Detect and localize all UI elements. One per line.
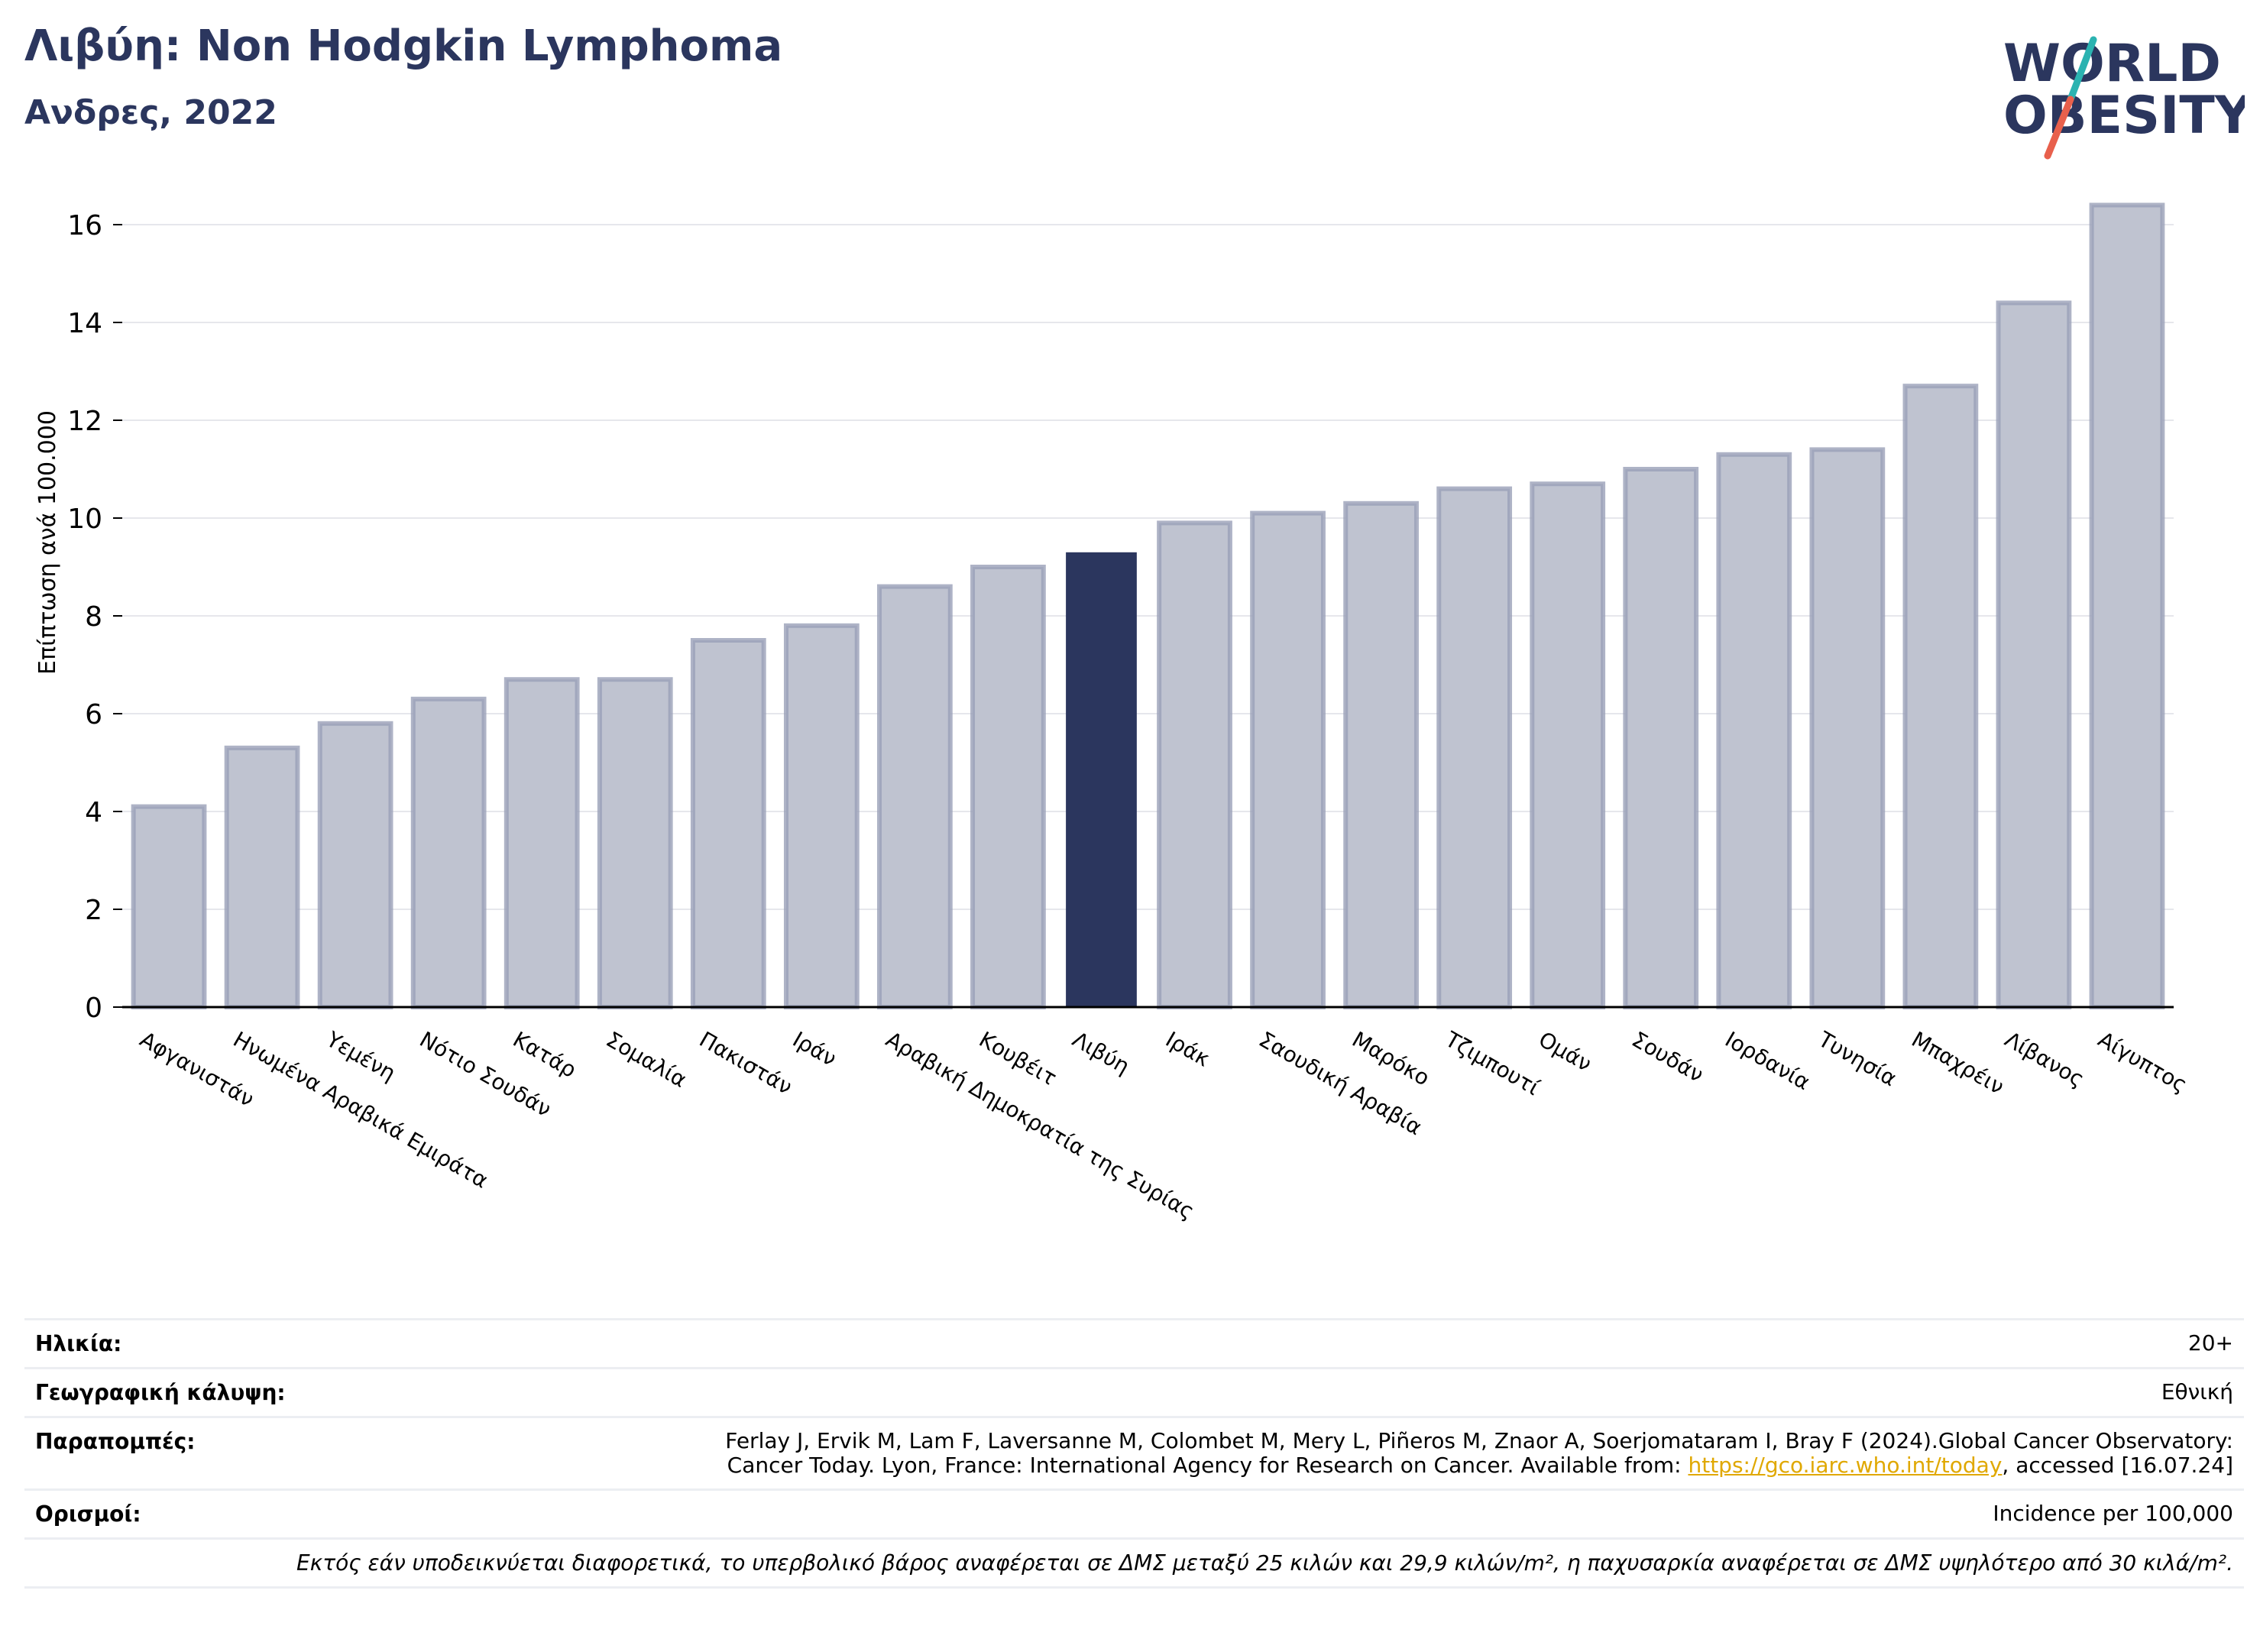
bar: Μπαχρέιν: 12.7 <box>1902 384 1979 1009</box>
y-tick-label: 14 <box>67 308 102 339</box>
meta-references-link[interactable]: https://gco.iarc.who.int/today <box>1688 1453 2003 1478</box>
y-tick-label: 2 <box>85 895 102 926</box>
chart-title: Λιβύη: Non Hodgkin Lymphoma <box>24 21 783 71</box>
logo-line-world: WORLD <box>2003 34 2221 94</box>
bar: Αίγυπτος: 16.4 <box>2089 202 2165 1009</box>
y-tick-label: 4 <box>85 797 102 828</box>
bar: Ιράν: 7.8 <box>783 623 860 1009</box>
meta-coverage-value: Εθνική <box>2161 1379 2233 1404</box>
bar: Υεμένη: 5.8 <box>317 721 393 1009</box>
meta-row-note: Εκτός εάν υποδεικνύεται διαφορετικά, το … <box>24 1537 2244 1589</box>
x-tick-label: Ιράκ <box>1161 1026 1214 1071</box>
bar: Αφγανιστάν: 4.1 <box>131 804 207 1009</box>
meta-definitions-value: Incidence per 100,000 <box>1993 1501 2233 1526</box>
x-tick-label: Σαουδική Αραβία <box>1255 1026 1426 1140</box>
bar: Ομάν: 10.7 <box>1530 481 1606 1009</box>
bar: Σομαλία: 6.7 <box>597 677 673 1009</box>
logo-slash-top <box>2067 36 2097 103</box>
bar: Τυνησία: 11.4 <box>1809 447 1886 1009</box>
x-tick-label: Σομαλία <box>602 1026 691 1092</box>
bar: Πακιστάν: 7.5 <box>690 638 766 1009</box>
x-tick-label: Λιβύη <box>1068 1026 1134 1079</box>
x-tick-label: Σουδάν <box>1627 1026 1708 1087</box>
metadata-table: Ηλικία: 20+ Γεωγραφική κάλυψη: Εθνική Πα… <box>24 1318 2244 1589</box>
bars: Αφγανιστάν: 4.1Ηνωμένα Αραβικά Εμιράτα: … <box>131 202 2165 1009</box>
x-tick-label: Κατάρ <box>509 1026 581 1083</box>
bar-highlighted: Λιβύη: 9.3 <box>1066 552 1137 1007</box>
y-tick-label: 10 <box>67 504 102 535</box>
bar: Αραβική Δημοκρατία της Συρίας: 8.6 <box>877 584 953 1009</box>
x-tick-label: Ιράν <box>788 1026 841 1071</box>
meta-row-references: Παραπομπές: Ferlay J, Ervik M, Lam F, La… <box>24 1416 2244 1488</box>
logo-line-obesity: OBESITY <box>2003 86 2245 146</box>
bar: Ιράκ: 9.9 <box>1157 520 1232 1009</box>
chart-subtitle: Ανδρες, 2022 <box>24 93 277 132</box>
bar: Σαουδική Αραβία: 10.1 <box>1250 510 1326 1009</box>
y-axis-label: Επίπτωση ανά 100.000 <box>34 410 61 675</box>
x-tick-label: Τυνησία <box>1813 1026 1901 1091</box>
meta-definitions-label: Ορισμοί: <box>35 1501 141 1527</box>
meta-references-label: Παραπομπές: <box>35 1429 196 1454</box>
y-tick-label: 6 <box>85 699 102 730</box>
y-tick-label: 16 <box>67 210 102 241</box>
meta-row-definitions: Ορισμοί: Incidence per 100,000 <box>24 1488 2244 1537</box>
meta-row-age: Ηλικία: 20+ <box>24 1318 2244 1367</box>
world-obesity-logo: WORLD OBESITY <box>2003 34 2245 160</box>
bar: Νότιο Σουδάν: 6.3 <box>410 696 487 1009</box>
y-tick-label: 0 <box>85 993 102 1024</box>
y-tick-label: 8 <box>85 601 102 633</box>
bar: Σουδάν: 11 <box>1623 467 1699 1009</box>
x-tick-label: Υεμένη <box>322 1026 400 1086</box>
meta-references-line2-post: , accessed [16.07.24] <box>2002 1453 2233 1478</box>
meta-references-line2-pre: Cancer Today. Lyon, France: Internationa… <box>727 1453 1689 1478</box>
bar: Ηνωμένα Αραβικά Εμιράτα: 5.3 <box>224 745 300 1009</box>
meta-references-line1: Ferlay J, Ervik M, Lam F, Laversanne M, … <box>725 1428 2233 1453</box>
bar: Κατάρ: 6.7 <box>503 677 580 1009</box>
y-tick-label: 12 <box>67 406 102 437</box>
meta-age-label: Ηλικία: <box>35 1331 122 1356</box>
bar: Τζιμπουτί: 10.6 <box>1436 486 1513 1009</box>
logo-slash-bottom <box>2044 96 2074 160</box>
x-tick-label: Λίβανος <box>2000 1026 2088 1092</box>
meta-coverage-label: Γεωγραφική κάλυψη: <box>35 1380 286 1405</box>
bar-chart: Αφγανιστάν: 4.1Ηνωμένα Αραβικά Εμιράτα: … <box>34 202 2191 1224</box>
bar: Κουβέιτ: 9 <box>970 565 1046 1009</box>
meta-age-value: 20+ <box>2187 1330 2233 1356</box>
bar: Μαρόκο: 10.3 <box>1343 500 1419 1009</box>
x-tick-label: Αίγυπτος <box>2093 1026 2191 1097</box>
x-tick-label: Ομάν <box>1534 1026 1596 1077</box>
x-tick-label: Τζιμπουτί <box>1440 1026 1544 1100</box>
bar: Λίβανος: 14.4 <box>1996 300 2072 1009</box>
meta-row-coverage: Γεωγραφική κάλυψη: Εθνική <box>24 1367 2244 1416</box>
meta-references-value: Ferlay J, Ervik M, Lam F, Laversanne M, … <box>725 1429 2233 1478</box>
bar: Ιορδανία: 11.3 <box>1716 452 1792 1009</box>
x-tick-label: Μπαχρέιν <box>1907 1026 2008 1099</box>
x-tick-label: Πακιστάν <box>695 1026 797 1100</box>
meta-note: Εκτός εάν υποδεικνύεται διαφορετικά, το … <box>296 1550 2233 1576</box>
x-tick-label: Ιορδανία <box>1721 1026 1814 1095</box>
